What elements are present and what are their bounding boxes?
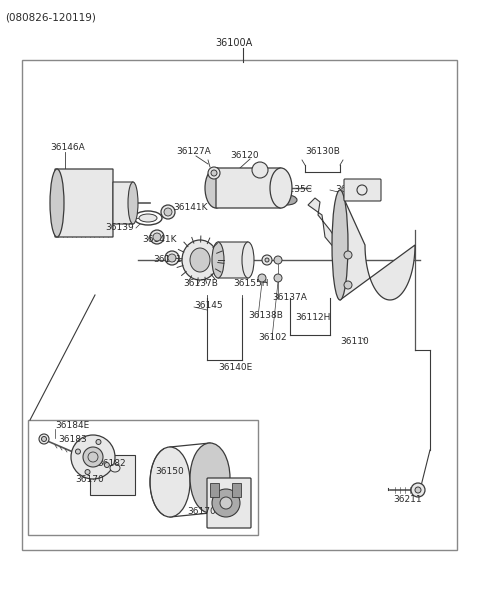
Text: 36145: 36145 xyxy=(194,301,223,309)
Text: 36135C: 36135C xyxy=(277,185,312,195)
Ellipse shape xyxy=(411,483,425,497)
Text: 36138B: 36138B xyxy=(248,312,283,320)
Text: 36100A: 36100A xyxy=(215,38,252,48)
FancyBboxPatch shape xyxy=(55,169,113,237)
Ellipse shape xyxy=(274,256,282,264)
Ellipse shape xyxy=(41,437,47,442)
Text: 36137A: 36137A xyxy=(272,293,307,303)
Ellipse shape xyxy=(212,489,240,517)
Ellipse shape xyxy=(211,170,217,176)
Ellipse shape xyxy=(161,205,175,219)
Text: 36141K: 36141K xyxy=(173,203,207,212)
Ellipse shape xyxy=(96,439,101,445)
Text: 36170A: 36170A xyxy=(187,508,222,517)
Ellipse shape xyxy=(128,182,138,224)
Ellipse shape xyxy=(344,281,352,289)
Text: 36141K: 36141K xyxy=(142,235,177,245)
Ellipse shape xyxy=(262,255,272,265)
FancyBboxPatch shape xyxy=(113,182,133,224)
Text: 36127A: 36127A xyxy=(176,148,211,157)
Ellipse shape xyxy=(277,195,297,205)
Ellipse shape xyxy=(258,274,266,282)
Bar xyxy=(232,483,241,497)
Ellipse shape xyxy=(139,214,157,222)
Ellipse shape xyxy=(110,464,120,472)
Text: 36102: 36102 xyxy=(258,334,287,342)
Ellipse shape xyxy=(83,447,103,467)
Ellipse shape xyxy=(85,470,90,475)
Text: 36170: 36170 xyxy=(75,476,104,484)
FancyBboxPatch shape xyxy=(207,478,251,528)
Ellipse shape xyxy=(104,462,109,467)
Ellipse shape xyxy=(344,251,352,259)
Ellipse shape xyxy=(71,435,115,479)
Text: 36139: 36139 xyxy=(105,223,134,232)
Ellipse shape xyxy=(242,242,254,278)
Text: (080826-120119): (080826-120119) xyxy=(5,13,96,23)
Text: 36112H: 36112H xyxy=(295,314,330,323)
Ellipse shape xyxy=(164,208,172,216)
Ellipse shape xyxy=(150,447,190,517)
Text: 36131A: 36131A xyxy=(335,185,370,195)
Ellipse shape xyxy=(270,168,292,208)
Ellipse shape xyxy=(332,190,348,300)
Ellipse shape xyxy=(274,274,282,282)
Bar xyxy=(210,483,219,497)
Bar xyxy=(28,420,258,535)
Text: 36211: 36211 xyxy=(393,495,421,504)
Text: 36150: 36150 xyxy=(155,467,184,476)
Ellipse shape xyxy=(153,233,161,241)
Ellipse shape xyxy=(265,258,269,262)
FancyBboxPatch shape xyxy=(216,168,281,208)
Ellipse shape xyxy=(168,254,176,262)
Text: 36137B: 36137B xyxy=(183,279,218,287)
Ellipse shape xyxy=(205,168,227,208)
Bar xyxy=(90,455,135,495)
Polygon shape xyxy=(340,190,415,300)
Text: 36130B: 36130B xyxy=(305,148,340,157)
Text: 36110: 36110 xyxy=(340,337,369,346)
Ellipse shape xyxy=(165,251,179,265)
Ellipse shape xyxy=(182,240,218,280)
Polygon shape xyxy=(308,198,345,255)
Text: 36120: 36120 xyxy=(230,151,259,159)
Ellipse shape xyxy=(39,434,49,444)
Text: 36140E: 36140E xyxy=(218,362,252,371)
FancyBboxPatch shape xyxy=(344,179,381,201)
Ellipse shape xyxy=(150,230,164,244)
Text: 36182: 36182 xyxy=(97,459,126,467)
Ellipse shape xyxy=(415,487,421,493)
Ellipse shape xyxy=(252,162,268,178)
Ellipse shape xyxy=(220,497,232,509)
Ellipse shape xyxy=(208,167,220,179)
Ellipse shape xyxy=(75,449,81,454)
Bar xyxy=(22,60,457,550)
Text: 36146A: 36146A xyxy=(50,143,85,152)
Text: 36184E: 36184E xyxy=(55,420,89,429)
Text: 36155H: 36155H xyxy=(233,279,268,287)
Ellipse shape xyxy=(50,169,64,237)
FancyBboxPatch shape xyxy=(218,242,248,278)
Ellipse shape xyxy=(212,242,224,278)
Ellipse shape xyxy=(190,443,230,513)
Text: 36141K: 36141K xyxy=(153,256,188,265)
Text: 36183: 36183 xyxy=(58,436,87,445)
Ellipse shape xyxy=(190,248,210,272)
